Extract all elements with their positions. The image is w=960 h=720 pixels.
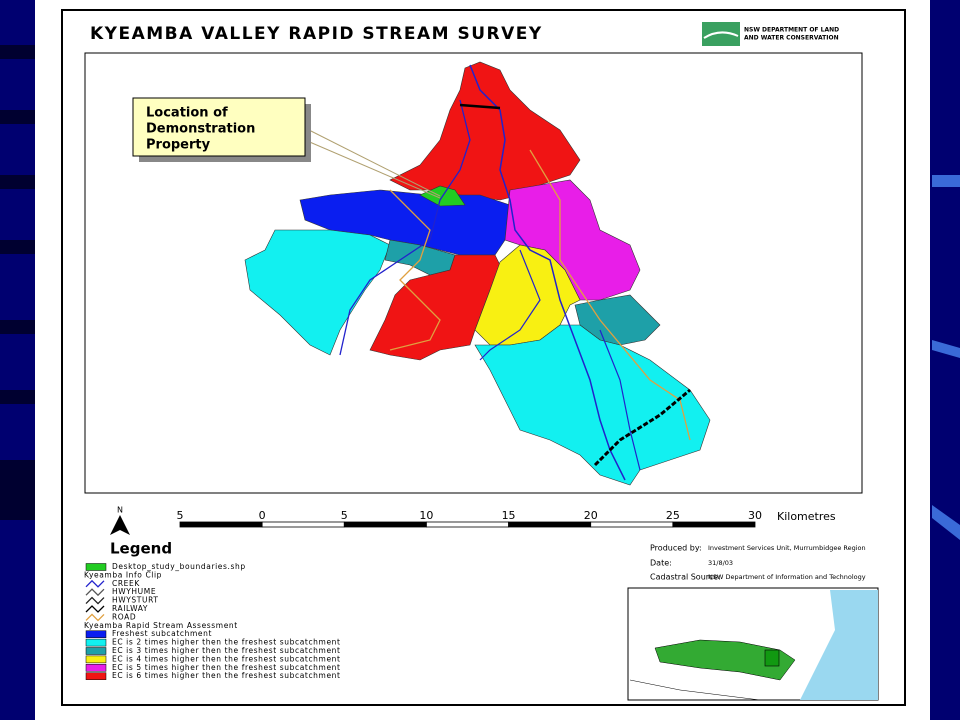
callout-text: Demonstration xyxy=(146,122,255,137)
legend-label: EC is 3 times higher then the freshest s… xyxy=(112,646,341,655)
subcatchment xyxy=(244,229,391,356)
legend-label: Freshest subcatchment xyxy=(112,629,212,638)
legend-line xyxy=(85,605,105,613)
map-area-frame xyxy=(84,52,863,494)
scale-label: 5 xyxy=(341,509,348,522)
scale-bar: 5 0 5 10 15 20 25 30 Kilometres xyxy=(177,509,836,528)
scale-label: 20 xyxy=(584,509,598,522)
subcatchments xyxy=(244,61,711,486)
callout-text: Property xyxy=(146,138,211,153)
scale-segment xyxy=(508,521,592,528)
credit-text: Investment Services Unit, Murrumbidgee R… xyxy=(708,544,866,552)
credit-label: Date: xyxy=(650,559,672,568)
scale-label: 30 xyxy=(748,509,762,522)
scale-label: 15 xyxy=(502,509,516,522)
map-title: KYEAMBA VALLEY RAPID STREAM SURVEY xyxy=(90,24,543,44)
legend-swatch xyxy=(85,638,107,647)
left-stripes xyxy=(0,45,35,520)
logo-text: NSW DEPARTMENT OF LAND xyxy=(744,27,839,34)
legend-label: Kyeamba Rapid Stream Assessment xyxy=(84,621,238,630)
legend-swatch xyxy=(85,664,107,672)
north-arrow: N xyxy=(110,506,130,535)
scale-segment xyxy=(672,521,756,528)
credit-text: NSW Department of Information and Techno… xyxy=(708,573,866,581)
callout-text: Location of xyxy=(146,106,228,121)
legend-line xyxy=(85,579,105,588)
legend: LegendDesktop_study_boundaries.shpKyeamb… xyxy=(84,540,341,681)
legend-swatch xyxy=(85,647,107,655)
legend-label: EC is 4 times higher then the freshest s… xyxy=(112,654,341,663)
scale-label: 0 xyxy=(259,509,266,522)
legend-swatch xyxy=(85,563,107,571)
legend-label: EC is 2 times higher then the freshest s… xyxy=(112,638,341,647)
network xyxy=(339,64,691,481)
legend-label: EC is 6 times higher then the freshest s… xyxy=(112,671,341,680)
credits: Produced by: Investment Services Unit, Mu… xyxy=(650,544,866,582)
scale-label: 25 xyxy=(666,509,680,522)
logo: NSW DEPARTMENT OF LAND AND WATER CONSERV… xyxy=(702,22,839,46)
legend-label: EC is 5 times higher then the freshest s… xyxy=(112,663,341,672)
north-label: N xyxy=(117,506,123,515)
credit-text: 31/8/03 xyxy=(708,559,733,567)
legend-label: ROAD xyxy=(112,612,136,621)
legend-label: Desktop_study_boundaries.shp xyxy=(112,562,246,571)
legend-label: RAILWAY xyxy=(112,604,148,613)
legend-label: HWYSTURT xyxy=(112,596,159,605)
scale-label: 10 xyxy=(419,509,433,522)
scale-segment xyxy=(261,521,345,528)
scale-segment xyxy=(179,521,263,528)
legend-title: Legend xyxy=(110,540,172,558)
credit-label: Cadastral Source: xyxy=(650,573,721,582)
subcatchment xyxy=(474,324,711,486)
legend-line xyxy=(85,588,105,597)
right-decoration xyxy=(932,175,960,540)
map-frame xyxy=(61,9,906,706)
inset-map xyxy=(627,587,879,701)
scale-unit: Kilometres xyxy=(777,510,836,523)
scale-segment xyxy=(343,521,427,528)
scale-label: 5 xyxy=(177,509,184,522)
legend-label: Kyeamba Info Clip xyxy=(84,570,162,579)
credit-label: Produced by: xyxy=(650,544,702,553)
callout: Location of Demonstration Property xyxy=(132,97,441,199)
scale-segment xyxy=(590,521,674,528)
legend-label: CREEK xyxy=(112,579,140,588)
legend-swatch xyxy=(85,672,107,680)
legend-line xyxy=(85,596,105,605)
logo-text: AND WATER CONSERVATION xyxy=(744,35,839,42)
legend-swatch xyxy=(85,655,107,664)
scale-segment xyxy=(426,521,509,528)
legend-line xyxy=(85,613,105,622)
legend-swatch xyxy=(85,630,107,638)
legend-label: HWYHUME xyxy=(112,587,156,596)
